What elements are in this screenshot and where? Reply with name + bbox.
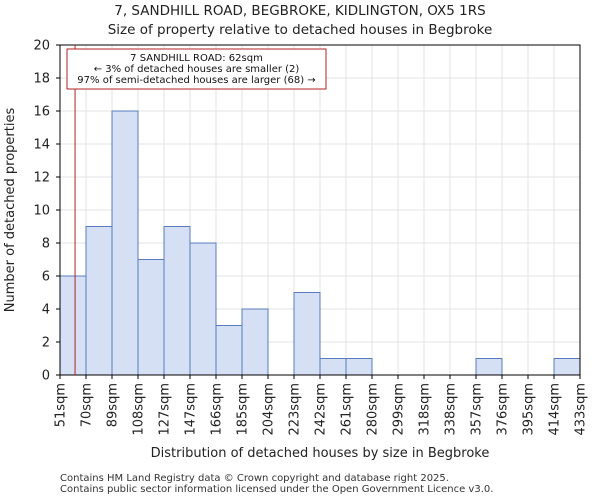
x-tick-label: 108sqm (132, 383, 147, 436)
bar-185sqm (241, 308, 269, 376)
annotation-line-3: 97% of semi-detached houses are larger (… (77, 75, 315, 86)
x-tick-label: 204sqm (262, 383, 277, 436)
x-tick-label: 166sqm (210, 383, 225, 436)
x-tick-label: 338sqm (444, 383, 459, 436)
x-tick-label: 395sqm (522, 383, 537, 436)
bar-127sqm (163, 226, 191, 376)
x-tick-label: 318sqm (418, 383, 433, 436)
chart-title-block: 7, SANDHILL ROAD, BEGBROKE, KIDLINGTON, … (0, 2, 600, 40)
x-tick-label: 414sqm (548, 383, 563, 436)
x-tick-label: 127sqm (158, 383, 173, 436)
x-tick-label: 70sqm (80, 383, 95, 427)
bar-147sqm (189, 242, 217, 376)
x-tick-label: 357sqm (470, 383, 485, 436)
bar-242sqm (319, 358, 347, 376)
x-tick-label: 261sqm (340, 383, 355, 436)
x-tick-label: 89sqm (106, 383, 121, 427)
bar-223sqm (293, 292, 321, 376)
footer: Contains HM Land Registry data © Crown c… (60, 473, 493, 495)
bar-70sqm (85, 226, 113, 376)
y-axis-label: Number of detached properties (3, 108, 18, 313)
y-tick-label: 18 (33, 72, 50, 87)
x-tick-label: 433sqm (574, 383, 589, 436)
bar-89sqm (111, 110, 139, 376)
bar-261sqm (345, 358, 373, 376)
annotation-box (66, 48, 327, 90)
bar-414sqm (553, 358, 581, 376)
x-tick-label: 280sqm (366, 383, 381, 436)
y-tick-label: 20 (33, 39, 50, 54)
x-tick-label: 299sqm (392, 383, 407, 436)
y-tick-label: 8 (42, 237, 50, 252)
x-tick-label: 185sqm (236, 383, 251, 436)
y-tick-label: 12 (33, 171, 50, 186)
x-tick-label: 147sqm (184, 383, 199, 436)
chart-title: 7, SANDHILL ROAD, BEGBROKE, KIDLINGTON, … (114, 3, 486, 19)
y-tick-label: 4 (42, 303, 50, 318)
annotation-line-1: 7 SANDHILL ROAD: 62sqm (130, 53, 263, 64)
bar-51sqm (59, 275, 87, 376)
y-tick-label: 14 (33, 138, 50, 153)
bar-357sqm (475, 358, 503, 376)
y-tick-label: 6 (42, 270, 50, 285)
y-tick-label: 10 (33, 204, 50, 219)
x-tick-label: 51sqm (54, 383, 69, 427)
x-axis-ticks: 51sqm 70sqm 89sqm 108sqm 127sqm 147sqm 166sqm 1… (54, 375, 589, 436)
x-tick-label: 376sqm (496, 383, 511, 436)
chart-subtitle: Size of property relative to detached ho… (107, 22, 493, 38)
y-axis-ticks: 0 2 4 6 8 10 12 14 16 18 20 (33, 39, 60, 384)
bar-108sqm (137, 259, 165, 376)
footer-line-2: Contains public sector information licen… (60, 484, 494, 495)
bar-166sqm (215, 325, 243, 376)
y-tick-label: 16 (33, 105, 50, 120)
y-tick-label: 0 (42, 369, 50, 384)
y-tick-label: 2 (42, 336, 50, 351)
bars (59, 110, 581, 376)
footer-line-1: Contains HM Land Registry data © Crown c… (60, 473, 449, 484)
annotation-line-2: ← 3% of detached houses are smaller (2) (94, 64, 300, 75)
x-axis-label: Distribution of detached houses by size … (151, 446, 490, 461)
plot-frame (59, 44, 581, 376)
x-tick-label: 242sqm (314, 383, 329, 436)
x-tick-label: 223sqm (288, 383, 303, 436)
